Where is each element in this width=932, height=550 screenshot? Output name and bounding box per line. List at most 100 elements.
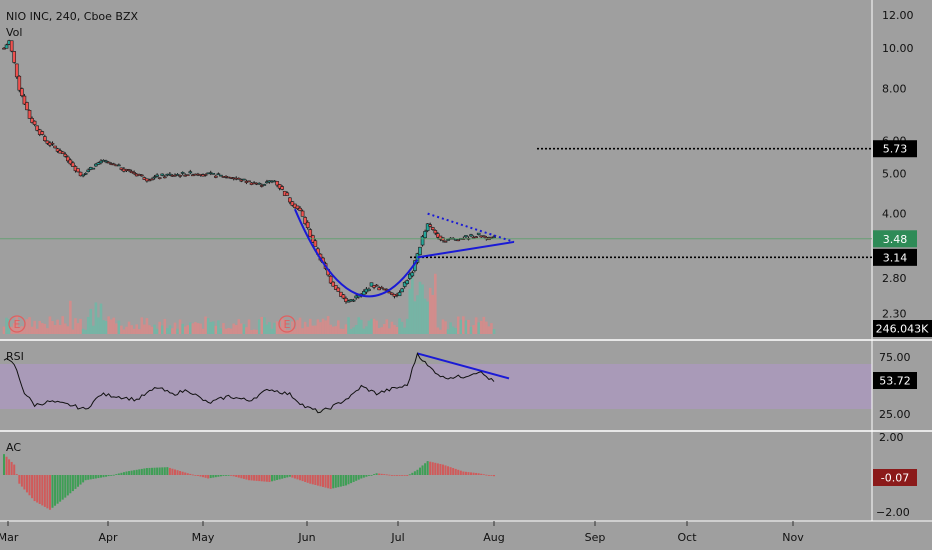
volume-bar xyxy=(477,322,480,334)
ac-bar xyxy=(74,475,77,489)
time-axis[interactable]: Mar Apr May Jun Jul Aug Sep Oct Nov xyxy=(0,521,804,544)
candle xyxy=(405,280,410,284)
ac-bar xyxy=(362,475,365,478)
volume-bar xyxy=(130,325,133,334)
volume-bar xyxy=(426,301,429,334)
volume-bar xyxy=(270,328,274,334)
candle xyxy=(50,142,55,145)
volume-bar xyxy=(120,325,123,334)
ac-bar xyxy=(314,475,317,485)
candle xyxy=(219,174,223,177)
volume-bar xyxy=(163,318,167,334)
ac-bar xyxy=(212,475,215,478)
volume-bar xyxy=(278,326,281,334)
volume-label: Vol xyxy=(6,26,22,39)
volume-bar xyxy=(61,316,64,334)
ac-bar xyxy=(480,473,483,475)
candle xyxy=(346,300,351,303)
ac-bar xyxy=(350,475,353,484)
ac-bar xyxy=(219,475,222,477)
candle xyxy=(160,173,165,176)
ac-bar xyxy=(416,469,419,475)
candle xyxy=(275,180,279,186)
candle xyxy=(336,287,341,292)
candle xyxy=(313,240,318,247)
volume-bar xyxy=(329,324,332,334)
ac-bar xyxy=(18,475,21,484)
volume-bar xyxy=(206,318,210,334)
candle xyxy=(351,299,356,302)
ac-bar xyxy=(426,461,429,475)
ac-bar xyxy=(54,475,57,506)
volume-bar xyxy=(5,317,8,334)
volume-bar xyxy=(260,316,264,334)
candle xyxy=(400,288,404,293)
ac-bar xyxy=(135,469,138,475)
volume-bar xyxy=(303,321,307,334)
ac-bar xyxy=(309,475,312,484)
rsi-divergence-line xyxy=(417,352,510,380)
candle xyxy=(369,282,374,287)
ac-bar xyxy=(120,472,123,475)
ac-bar xyxy=(145,468,148,475)
volume-bar xyxy=(339,328,343,334)
volume-bar xyxy=(344,324,348,334)
volume-bar xyxy=(388,328,391,334)
ac-bar xyxy=(301,475,304,482)
candle xyxy=(188,171,193,174)
earnings-marker[interactable]: E xyxy=(8,315,26,333)
candle xyxy=(242,178,246,181)
candle xyxy=(86,169,91,172)
ac-bar xyxy=(260,475,263,482)
ac-bar xyxy=(173,469,176,475)
ac-pane[interactable] xyxy=(0,432,872,520)
ac-value-badge xyxy=(873,469,917,486)
candle xyxy=(265,181,269,184)
ac-bar xyxy=(10,461,13,475)
volume-bar xyxy=(359,319,363,334)
ac-bar xyxy=(99,475,102,478)
volume-bar xyxy=(334,326,338,334)
earnings-marker[interactable]: E xyxy=(278,315,296,333)
candle xyxy=(99,160,103,164)
ac-bar xyxy=(82,475,85,483)
candle xyxy=(111,163,116,166)
ac-bar xyxy=(424,463,427,475)
ac-bar xyxy=(324,475,327,488)
candle xyxy=(239,179,244,182)
candle xyxy=(17,75,22,91)
ac-bar xyxy=(48,475,51,510)
volume-bar xyxy=(405,318,409,334)
ac-bar xyxy=(334,475,337,488)
ac-bar xyxy=(347,475,350,485)
volume-bar xyxy=(472,325,475,334)
ac-bar xyxy=(138,469,141,475)
candle xyxy=(185,174,190,176)
volume-bar xyxy=(240,323,243,334)
candle xyxy=(341,294,346,299)
candle xyxy=(83,173,88,175)
volume-bar xyxy=(479,320,483,334)
volume-bar xyxy=(326,316,330,334)
volume-bar xyxy=(459,319,463,334)
ac-bar xyxy=(202,475,205,478)
ac-bar xyxy=(339,475,342,487)
symbol-title[interactable]: NIO INC, 240, Cboe BZX xyxy=(6,10,139,23)
volume-bar xyxy=(191,323,195,334)
ac-bar xyxy=(293,475,296,479)
volume-bar xyxy=(38,320,42,334)
ac-bar xyxy=(191,474,194,476)
ac-bar xyxy=(87,475,90,480)
rsi-tick-label: 75.00 xyxy=(879,351,911,364)
ac-bar xyxy=(158,467,161,475)
candle xyxy=(81,174,85,177)
volume-bar xyxy=(283,319,287,334)
candle xyxy=(285,192,290,196)
volume-bar xyxy=(160,325,164,334)
drawings[interactable] xyxy=(0,147,872,380)
volume-bar xyxy=(166,328,169,334)
ac-bar xyxy=(25,475,28,493)
ac-bar xyxy=(388,474,391,476)
